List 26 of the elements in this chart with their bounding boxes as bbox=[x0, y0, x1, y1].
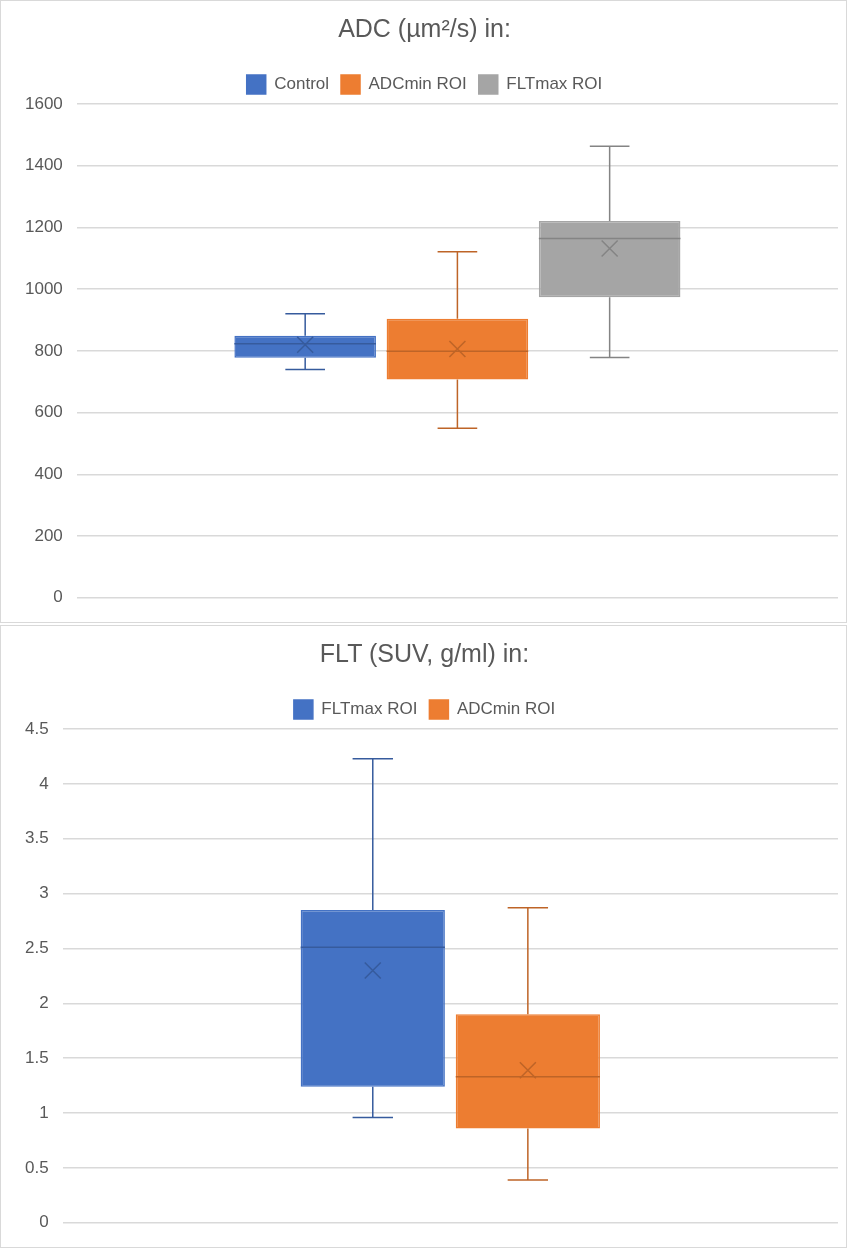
y-tick-label: 4 bbox=[39, 773, 49, 793]
y-tick-label: 800 bbox=[34, 340, 63, 360]
y-tick-label: 1000 bbox=[24, 278, 63, 298]
chart-title: FLT (SUV, g/ml) in: bbox=[319, 638, 530, 667]
y-tick-label: 2.5 bbox=[24, 938, 49, 958]
legend-label: FLTmax ROI bbox=[506, 74, 603, 94]
y-tick-label: 4.5 bbox=[24, 718, 49, 738]
y-tick-label: 400 bbox=[34, 464, 63, 484]
y-tick-label: 1 bbox=[39, 1102, 49, 1122]
y-tick-label: 1400 bbox=[24, 155, 63, 175]
y-tick-label: 1600 bbox=[24, 93, 63, 113]
y-tick-label: 200 bbox=[34, 525, 63, 545]
y-tick-label: 600 bbox=[34, 402, 63, 422]
y-tick-label: 1.5 bbox=[24, 1047, 49, 1067]
legend-label: ADCmin ROI bbox=[456, 699, 556, 719]
chart-title: ADC (µm²/s) in: bbox=[338, 13, 511, 42]
y-tick-label: 3.5 bbox=[24, 828, 49, 848]
y-tick-label: 0 bbox=[39, 1212, 49, 1232]
y-tick-label: 3 bbox=[39, 883, 49, 903]
y-tick-label: 1200 bbox=[24, 217, 63, 237]
legend-label: Control bbox=[274, 74, 330, 94]
y-tick-label: 0.5 bbox=[24, 1157, 49, 1177]
legend-label: ADCmin ROI bbox=[368, 74, 467, 94]
y-tick-label: 2 bbox=[39, 993, 49, 1013]
y-tick-label: 0 bbox=[53, 587, 63, 607]
legend-label: FLTmax ROI bbox=[321, 699, 418, 719]
